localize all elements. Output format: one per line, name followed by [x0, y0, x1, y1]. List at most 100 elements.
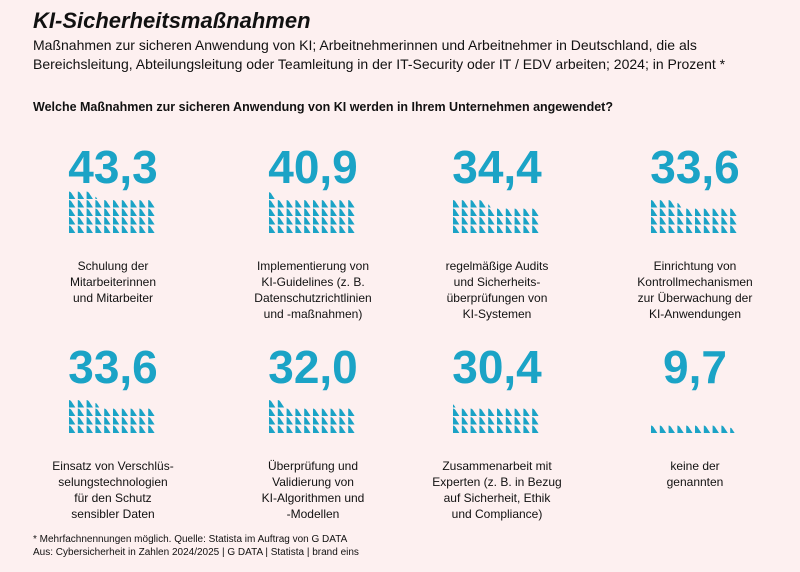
icon	[77, 217, 85, 225]
pictogram	[453, 404, 539, 433]
icon	[532, 417, 539, 425]
icon	[659, 425, 667, 433]
icon	[148, 200, 155, 208]
source: Aus: Cybersicherheit in Zahlen 2024/2025…	[33, 547, 359, 558]
icon	[523, 417, 530, 425]
icon	[148, 225, 155, 233]
value-label: 43,3	[68, 141, 158, 193]
icon	[313, 200, 320, 208]
icon	[139, 200, 146, 208]
icon	[479, 225, 486, 233]
category-label: Zusammenarbeit mit Experten (z. B. in Be…	[432, 459, 562, 521]
icon	[453, 417, 460, 425]
icon	[269, 400, 276, 408]
icon	[121, 408, 129, 416]
icon	[339, 425, 346, 433]
icon	[677, 425, 684, 433]
icon	[686, 225, 693, 233]
icon	[488, 417, 495, 425]
icon	[269, 217, 276, 225]
icon	[104, 417, 111, 425]
icon	[86, 408, 93, 416]
icon	[470, 225, 477, 233]
icon	[295, 208, 302, 216]
value-label: 30,4	[452, 341, 542, 393]
icon	[269, 200, 276, 208]
icon	[677, 208, 684, 216]
icon	[121, 200, 129, 208]
icon	[139, 208, 146, 216]
icon	[313, 408, 320, 416]
icon	[712, 425, 719, 433]
icon	[532, 208, 539, 216]
icon	[721, 425, 728, 433]
icon	[659, 200, 667, 208]
icon	[703, 225, 711, 233]
icon	[313, 217, 320, 225]
icon	[695, 217, 702, 225]
icon	[86, 191, 93, 199]
icon	[69, 200, 76, 208]
icon	[488, 425, 495, 433]
icon	[532, 408, 539, 416]
icon	[121, 225, 129, 233]
icon	[479, 408, 486, 416]
icon	[695, 425, 702, 433]
icon	[313, 417, 320, 425]
icon	[295, 417, 302, 425]
icon	[295, 217, 302, 225]
category-label: Einrichtung von Kontrollmechanismen zur …	[637, 259, 753, 321]
icon	[659, 225, 667, 233]
icon	[139, 417, 146, 425]
icon	[461, 417, 469, 425]
icon	[668, 217, 675, 225]
icon	[479, 417, 486, 425]
icon	[453, 200, 460, 208]
icon	[304, 200, 311, 208]
icon	[104, 208, 111, 216]
icon	[130, 408, 137, 416]
icon	[686, 208, 693, 216]
pictogram	[453, 200, 539, 233]
icon	[668, 208, 675, 216]
icon	[505, 408, 513, 416]
icon	[69, 217, 76, 225]
icon	[304, 208, 311, 216]
icon	[461, 225, 469, 233]
icon	[313, 225, 320, 233]
icon	[348, 417, 355, 425]
icon	[497, 208, 504, 216]
icon	[488, 225, 495, 233]
category-label: keine der genannten	[666, 459, 724, 489]
icon	[497, 217, 504, 225]
icon	[514, 208, 521, 216]
icon	[95, 196, 98, 199]
icon	[532, 217, 539, 225]
chart-subtitle: Maßnahmen zur sicheren Anwendung von KI;…	[33, 37, 726, 72]
icon	[304, 408, 311, 416]
value-label: 34,4	[452, 141, 542, 193]
icon	[470, 425, 477, 433]
icon	[295, 425, 302, 433]
icon	[304, 217, 311, 225]
icon	[269, 192, 275, 199]
icon	[523, 225, 530, 233]
icon	[139, 408, 146, 416]
icon	[668, 425, 675, 433]
icon	[321, 408, 329, 416]
icon	[86, 417, 93, 425]
icon	[295, 225, 302, 233]
icon	[461, 200, 469, 208]
icon	[470, 208, 477, 216]
icon	[95, 217, 102, 225]
category-label: Implementierung von KI-Guidelines (z. B.…	[254, 259, 372, 321]
icon	[461, 425, 469, 433]
icon	[321, 208, 329, 216]
pictogram	[69, 400, 155, 433]
icon	[95, 408, 102, 416]
icon	[330, 200, 337, 208]
icon	[470, 417, 477, 425]
icon	[286, 208, 293, 216]
icon	[505, 217, 513, 225]
